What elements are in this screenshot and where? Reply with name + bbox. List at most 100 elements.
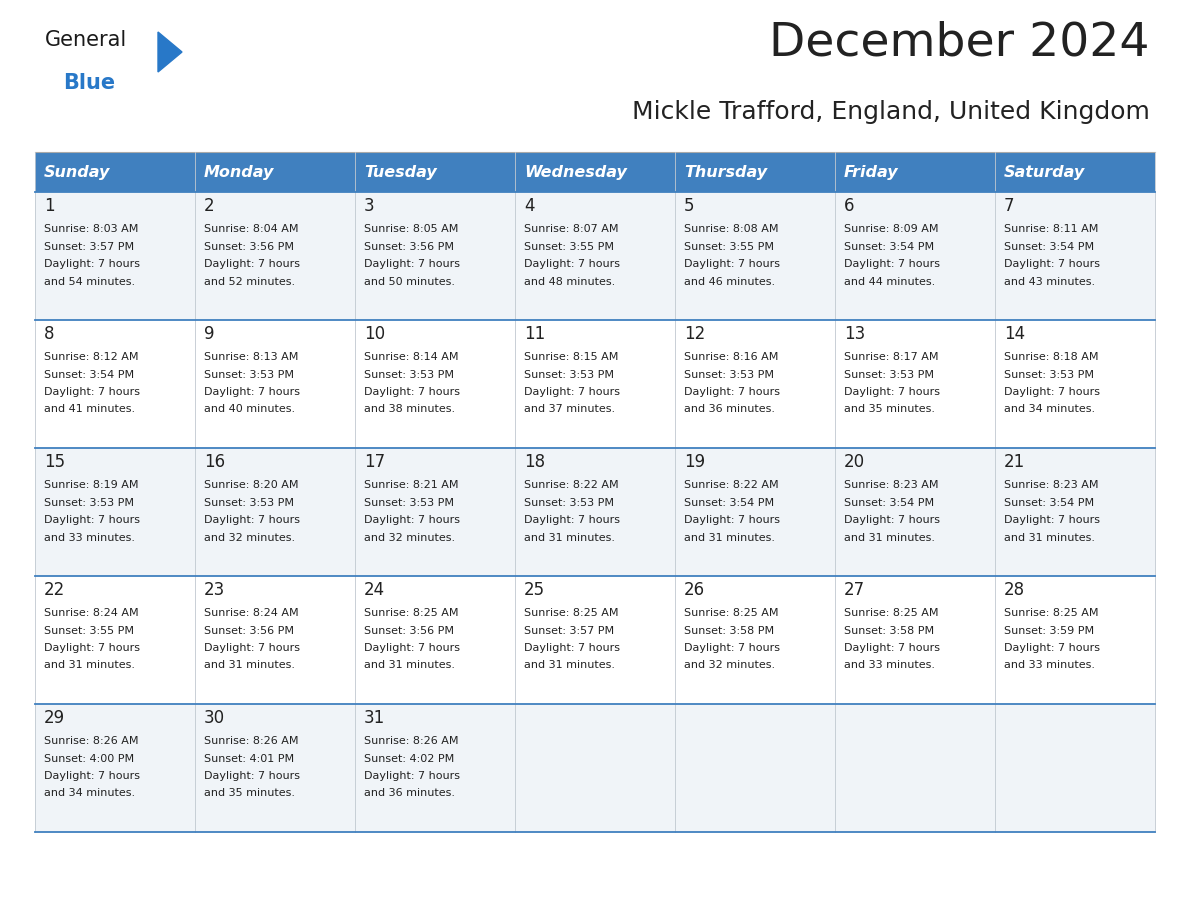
Text: and 43 minutes.: and 43 minutes. (1004, 276, 1095, 286)
Text: Sunrise: 8:21 AM: Sunrise: 8:21 AM (364, 480, 459, 490)
Text: Sunset: 3:53 PM: Sunset: 3:53 PM (364, 370, 454, 379)
Text: Sunset: 3:54 PM: Sunset: 3:54 PM (843, 241, 934, 252)
Text: Sunset: 3:53 PM: Sunset: 3:53 PM (524, 370, 614, 379)
Text: 12: 12 (684, 325, 706, 343)
Text: Monday: Monday (204, 164, 274, 180)
Text: Sunrise: 8:08 AM: Sunrise: 8:08 AM (684, 224, 778, 234)
Text: Sunrise: 8:13 AM: Sunrise: 8:13 AM (204, 352, 298, 362)
Text: Daylight: 7 hours: Daylight: 7 hours (364, 515, 460, 525)
Text: Sunset: 3:55 PM: Sunset: 3:55 PM (524, 241, 614, 252)
Text: Sunrise: 8:05 AM: Sunrise: 8:05 AM (364, 224, 459, 234)
Text: and 36 minutes.: and 36 minutes. (684, 405, 775, 415)
Text: 15: 15 (44, 453, 65, 471)
Polygon shape (158, 32, 182, 72)
Text: Blue: Blue (63, 73, 115, 93)
Text: Daylight: 7 hours: Daylight: 7 hours (44, 387, 140, 397)
Text: Sunrise: 8:16 AM: Sunrise: 8:16 AM (684, 352, 778, 362)
Text: Sunrise: 8:25 AM: Sunrise: 8:25 AM (843, 608, 939, 618)
Text: and 35 minutes.: and 35 minutes. (204, 789, 295, 799)
Text: and 31 minutes.: and 31 minutes. (524, 532, 615, 543)
Text: and 32 minutes.: and 32 minutes. (364, 532, 455, 543)
Text: Sunrise: 8:14 AM: Sunrise: 8:14 AM (364, 352, 459, 362)
Text: Sunset: 3:58 PM: Sunset: 3:58 PM (843, 625, 934, 635)
Text: Sunset: 3:58 PM: Sunset: 3:58 PM (684, 625, 775, 635)
Text: Sunset: 3:56 PM: Sunset: 3:56 PM (204, 625, 293, 635)
Text: Sunrise: 8:26 AM: Sunrise: 8:26 AM (44, 736, 139, 746)
Text: 18: 18 (524, 453, 545, 471)
Text: Daylight: 7 hours: Daylight: 7 hours (44, 771, 140, 781)
Text: Sunset: 3:55 PM: Sunset: 3:55 PM (684, 241, 775, 252)
Text: Saturday: Saturday (1004, 164, 1086, 180)
Text: Friday: Friday (843, 164, 898, 180)
Text: 4: 4 (524, 197, 535, 215)
Text: Daylight: 7 hours: Daylight: 7 hours (364, 643, 460, 653)
Text: Sunrise: 8:24 AM: Sunrise: 8:24 AM (44, 608, 139, 618)
Text: 30: 30 (204, 709, 225, 727)
Text: Sunrise: 8:09 AM: Sunrise: 8:09 AM (843, 224, 939, 234)
Text: Daylight: 7 hours: Daylight: 7 hours (524, 643, 620, 653)
Text: Daylight: 7 hours: Daylight: 7 hours (204, 387, 301, 397)
Text: and 32 minutes.: and 32 minutes. (204, 532, 295, 543)
Text: Daylight: 7 hours: Daylight: 7 hours (44, 259, 140, 269)
Text: 6: 6 (843, 197, 854, 215)
Text: Sunset: 3:59 PM: Sunset: 3:59 PM (1004, 625, 1094, 635)
Text: and 34 minutes.: and 34 minutes. (1004, 405, 1095, 415)
Text: and 31 minutes.: and 31 minutes. (364, 660, 455, 670)
Text: Sunrise: 8:17 AM: Sunrise: 8:17 AM (843, 352, 939, 362)
Text: Daylight: 7 hours: Daylight: 7 hours (204, 771, 301, 781)
Bar (34, 152, 1155, 192)
Text: Sunset: 3:54 PM: Sunset: 3:54 PM (843, 498, 934, 508)
Text: Mickle Trafford, England, United Kingdom: Mickle Trafford, England, United Kingdom (632, 100, 1150, 124)
Text: and 50 minutes.: and 50 minutes. (364, 276, 455, 286)
Text: Sunrise: 8:23 AM: Sunrise: 8:23 AM (1004, 480, 1099, 490)
Text: Sunset: 3:54 PM: Sunset: 3:54 PM (684, 498, 775, 508)
Text: 7: 7 (1004, 197, 1015, 215)
Text: Sunset: 3:53 PM: Sunset: 3:53 PM (364, 498, 454, 508)
Text: Sunrise: 8:07 AM: Sunrise: 8:07 AM (524, 224, 619, 234)
Text: Sunset: 4:00 PM: Sunset: 4:00 PM (44, 754, 134, 764)
Text: 31: 31 (364, 709, 385, 727)
Text: 25: 25 (524, 581, 545, 599)
Text: and 33 minutes.: and 33 minutes. (44, 532, 135, 543)
Text: 2: 2 (204, 197, 215, 215)
Text: Sunrise: 8:12 AM: Sunrise: 8:12 AM (44, 352, 139, 362)
Text: Sunrise: 8:18 AM: Sunrise: 8:18 AM (1004, 352, 1099, 362)
Text: Daylight: 7 hours: Daylight: 7 hours (1004, 259, 1100, 269)
Text: Sunrise: 8:25 AM: Sunrise: 8:25 AM (1004, 608, 1099, 618)
Text: 8: 8 (44, 325, 55, 343)
Text: Daylight: 7 hours: Daylight: 7 hours (684, 387, 781, 397)
Text: Sunset: 4:02 PM: Sunset: 4:02 PM (364, 754, 454, 764)
Text: Daylight: 7 hours: Daylight: 7 hours (524, 515, 620, 525)
Text: Sunset: 3:56 PM: Sunset: 3:56 PM (364, 241, 454, 252)
Text: 14: 14 (1004, 325, 1025, 343)
Text: Daylight: 7 hours: Daylight: 7 hours (364, 771, 460, 781)
Bar (34, 192, 1155, 320)
Text: Thursday: Thursday (684, 164, 767, 180)
Text: and 35 minutes.: and 35 minutes. (843, 405, 935, 415)
Text: 9: 9 (204, 325, 215, 343)
Bar (34, 320, 1155, 448)
Text: Sunset: 3:56 PM: Sunset: 3:56 PM (204, 241, 293, 252)
Text: Sunset: 3:54 PM: Sunset: 3:54 PM (1004, 498, 1094, 508)
Text: Sunrise: 8:23 AM: Sunrise: 8:23 AM (843, 480, 939, 490)
Text: Daylight: 7 hours: Daylight: 7 hours (843, 387, 940, 397)
Text: 28: 28 (1004, 581, 1025, 599)
Text: 3: 3 (364, 197, 374, 215)
Text: Sunset: 3:54 PM: Sunset: 3:54 PM (1004, 241, 1094, 252)
Text: Daylight: 7 hours: Daylight: 7 hours (364, 259, 460, 269)
Text: Sunday: Sunday (44, 164, 110, 180)
Text: Sunset: 3:53 PM: Sunset: 3:53 PM (684, 370, 775, 379)
Text: and 54 minutes.: and 54 minutes. (44, 276, 135, 286)
Text: 20: 20 (843, 453, 865, 471)
Text: 22: 22 (44, 581, 65, 599)
Bar (34, 448, 1155, 576)
Text: Daylight: 7 hours: Daylight: 7 hours (364, 387, 460, 397)
Text: and 37 minutes.: and 37 minutes. (524, 405, 615, 415)
Text: Daylight: 7 hours: Daylight: 7 hours (843, 643, 940, 653)
Text: 27: 27 (843, 581, 865, 599)
Text: and 31 minutes.: and 31 minutes. (843, 532, 935, 543)
Text: Sunset: 3:55 PM: Sunset: 3:55 PM (44, 625, 134, 635)
Text: and 34 minutes.: and 34 minutes. (44, 789, 135, 799)
Text: and 52 minutes.: and 52 minutes. (204, 276, 295, 286)
Text: and 31 minutes.: and 31 minutes. (204, 660, 295, 670)
